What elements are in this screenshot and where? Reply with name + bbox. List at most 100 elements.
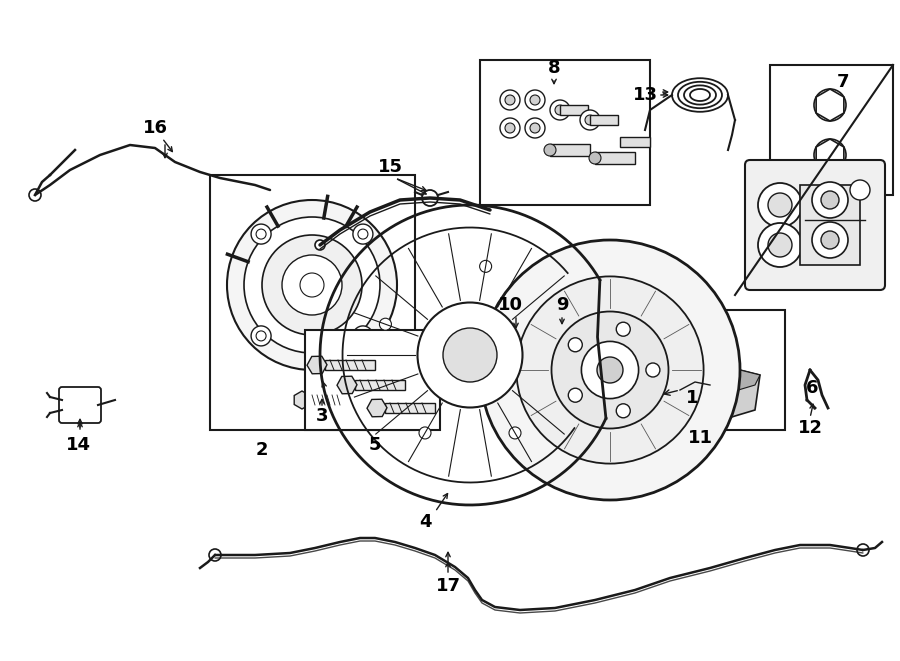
Text: 15: 15	[377, 158, 402, 176]
Circle shape	[768, 233, 792, 257]
Bar	[560, 330, 595, 345]
Circle shape	[443, 328, 497, 382]
Circle shape	[822, 147, 838, 163]
Circle shape	[814, 139, 846, 171]
Circle shape	[505, 123, 515, 133]
Bar	[480, 60, 650, 205]
Circle shape	[544, 144, 556, 156]
Circle shape	[768, 193, 792, 217]
Circle shape	[517, 276, 704, 463]
Text: 6: 6	[806, 379, 818, 397]
Circle shape	[422, 190, 438, 206]
Circle shape	[646, 363, 660, 377]
Circle shape	[525, 90, 545, 110]
Bar	[210, 175, 415, 430]
Text: 11: 11	[688, 429, 713, 447]
Circle shape	[358, 229, 368, 239]
Polygon shape	[640, 370, 760, 405]
Bar	[550, 144, 590, 156]
Circle shape	[500, 118, 520, 138]
Circle shape	[282, 255, 342, 315]
Circle shape	[555, 105, 565, 115]
Bar	[305, 330, 440, 430]
Circle shape	[418, 303, 523, 407]
Circle shape	[262, 235, 362, 335]
Circle shape	[850, 180, 870, 200]
Bar	[595, 152, 635, 164]
Circle shape	[581, 341, 639, 399]
Text: 13: 13	[633, 86, 658, 104]
Circle shape	[589, 152, 601, 164]
Bar	[770, 65, 893, 195]
Circle shape	[580, 110, 600, 130]
Text: 4: 4	[418, 513, 431, 531]
Circle shape	[505, 95, 515, 105]
Text: 1: 1	[686, 389, 698, 407]
Circle shape	[857, 544, 869, 556]
Circle shape	[821, 191, 839, 209]
Text: 16: 16	[142, 119, 167, 137]
Bar	[560, 105, 588, 115]
Text: 8: 8	[548, 59, 561, 77]
Circle shape	[568, 388, 582, 402]
Circle shape	[256, 331, 266, 341]
Bar	[590, 115, 618, 125]
Text: 3: 3	[316, 407, 328, 425]
Text: 10: 10	[498, 296, 523, 314]
Polygon shape	[640, 370, 760, 425]
Circle shape	[568, 338, 582, 352]
Circle shape	[480, 260, 491, 272]
Bar	[355, 380, 405, 390]
Circle shape	[660, 390, 670, 400]
Circle shape	[530, 95, 540, 105]
Circle shape	[256, 229, 266, 239]
Text: 9: 9	[556, 296, 568, 314]
Circle shape	[419, 427, 431, 439]
Circle shape	[616, 404, 630, 418]
Circle shape	[315, 240, 325, 250]
Circle shape	[209, 549, 221, 561]
Circle shape	[244, 217, 380, 353]
Bar	[325, 360, 375, 370]
Circle shape	[812, 222, 848, 258]
Circle shape	[552, 311, 669, 428]
Bar	[385, 403, 435, 413]
Circle shape	[500, 90, 520, 110]
Circle shape	[616, 322, 630, 336]
Circle shape	[585, 115, 595, 125]
Text: 5: 5	[369, 436, 382, 454]
Circle shape	[480, 240, 740, 500]
Bar	[545, 320, 560, 370]
Bar	[560, 350, 595, 365]
Circle shape	[358, 331, 368, 341]
Circle shape	[758, 183, 802, 227]
Circle shape	[530, 123, 540, 133]
Text: 17: 17	[436, 577, 461, 595]
Text: 14: 14	[66, 436, 91, 454]
Circle shape	[550, 100, 570, 120]
Circle shape	[821, 231, 839, 249]
Bar	[625, 310, 785, 430]
Circle shape	[758, 223, 802, 267]
Circle shape	[509, 427, 521, 439]
Circle shape	[227, 200, 397, 370]
Circle shape	[300, 273, 324, 297]
Text: 12: 12	[797, 419, 823, 437]
Circle shape	[822, 97, 838, 113]
Circle shape	[597, 357, 623, 383]
Bar	[520, 341, 545, 349]
Circle shape	[525, 118, 545, 138]
Circle shape	[353, 326, 373, 346]
Bar	[800, 185, 860, 265]
Circle shape	[380, 318, 392, 330]
FancyBboxPatch shape	[59, 387, 101, 423]
Circle shape	[812, 182, 848, 218]
Text: 2: 2	[256, 441, 268, 459]
Circle shape	[251, 326, 271, 346]
Bar	[305, 395, 345, 405]
Circle shape	[353, 224, 373, 244]
Circle shape	[814, 89, 846, 121]
Circle shape	[29, 189, 41, 201]
Text: 7: 7	[837, 73, 850, 91]
FancyBboxPatch shape	[745, 160, 885, 290]
